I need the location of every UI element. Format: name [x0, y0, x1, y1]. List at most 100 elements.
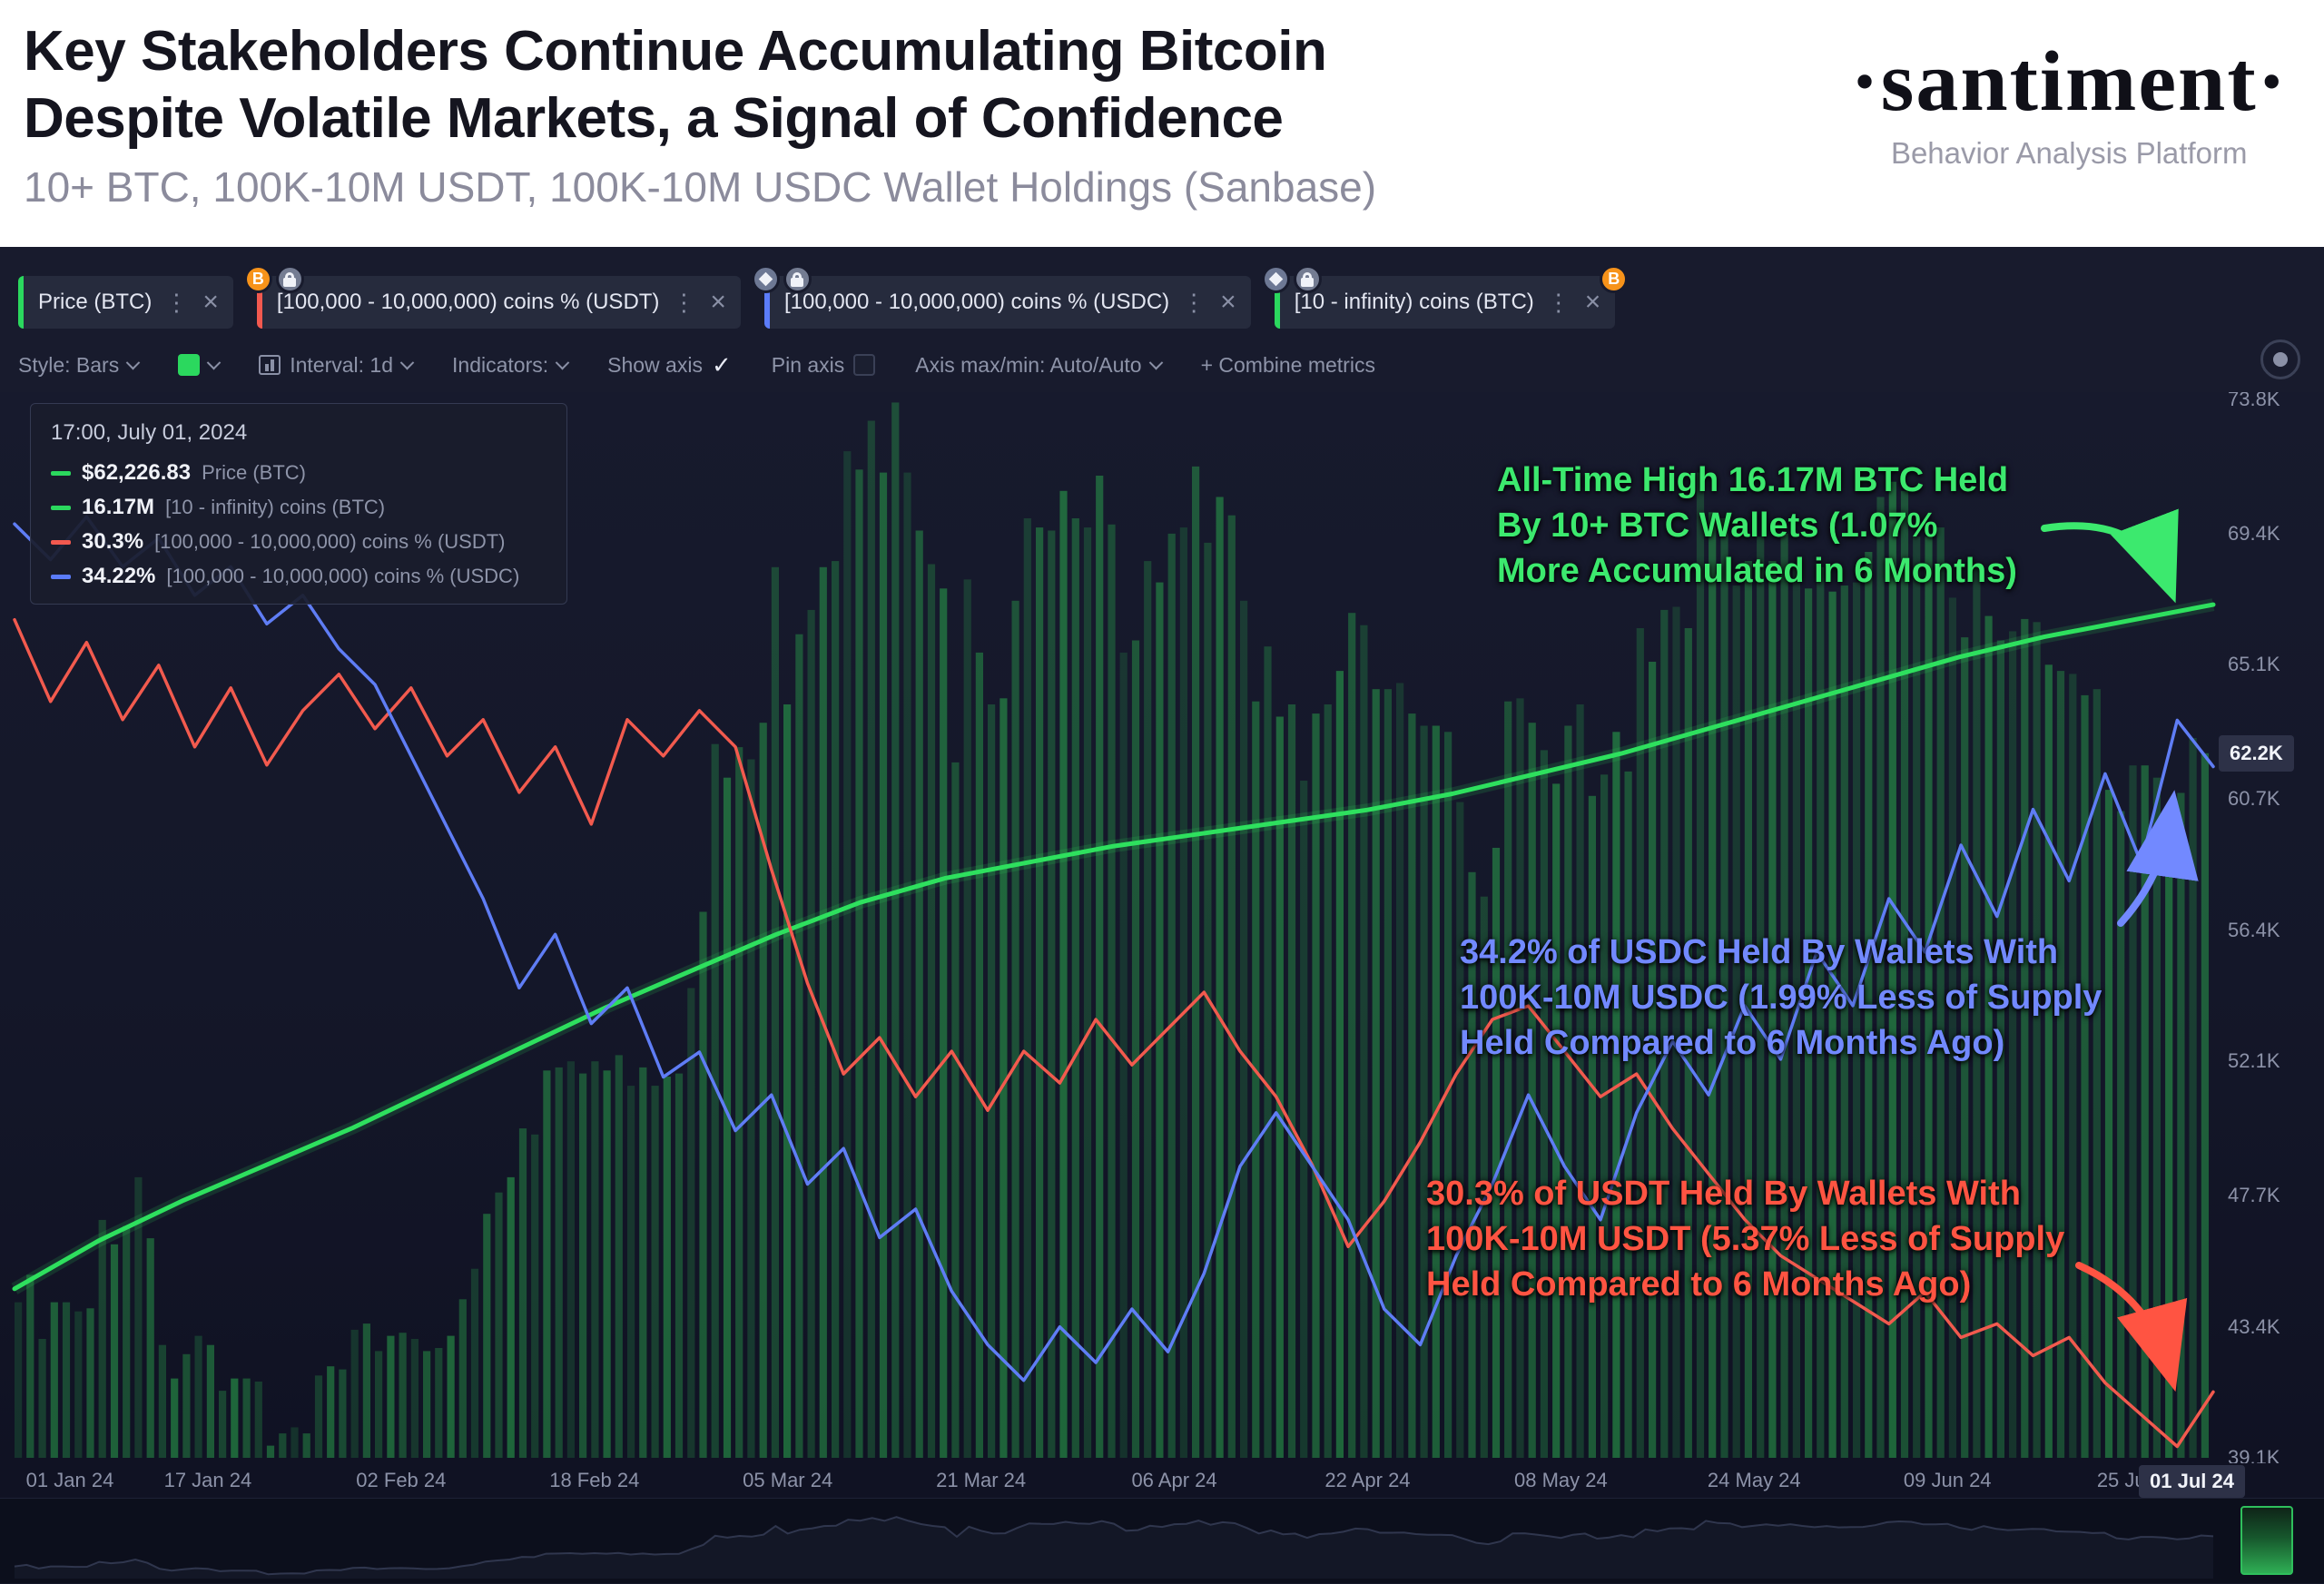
annotation-line: By 10+ BTC Wallets (1.07% — [1497, 507, 1938, 545]
tooltip-label: [100,000 - 10,000,000) coins % (USDC) — [166, 565, 520, 587]
chevron-down-icon — [399, 355, 415, 369]
annotation-line: 30.3% of USDT Held By Wallets With — [1426, 1175, 2021, 1213]
chevron-down-icon — [125, 355, 141, 369]
eth-badge-icon — [1261, 265, 1290, 293]
chart-region[interactable]: 73.8K 69.4K 65.1K 60.7K 56.4K 52.1K 47.7K 43.4K… — [0, 392, 2324, 1463]
tab-label: Price (BTC) — [38, 290, 153, 314]
annotation-ath-btc: All-Time High 16.17M BTC Held By 10+ BTC… — [1497, 457, 2017, 594]
annotation-line: All-Time High 16.17M BTC Held — [1497, 461, 2009, 499]
tab-badges — [751, 265, 812, 293]
brand-tagline: Behavior Analysis Platform — [1890, 136, 2248, 170]
indicators-selector[interactable]: Indicators: — [452, 352, 570, 378]
bitcoin-badge-icon: B — [1600, 265, 1629, 293]
tab-usdt-coins-pct[interactable]: [100,000 - 10,000,000) coins % (USDT) ⋮ … — [256, 276, 741, 329]
annotation-line: 34.2% of USDC Held By Wallets With — [1460, 933, 2059, 971]
record-dot-icon — [2273, 352, 2288, 367]
chart-app: Price (BTC) ⋮ × B [100,000 - 10,000,000)… — [0, 247, 2324, 1583]
chart-thumbnail[interactable] — [2240, 1506, 2293, 1575]
page-subtitle: 10+ BTC, 100K-10M USDT, 100K-10M USDC Wa… — [24, 162, 1377, 211]
close-icon[interactable]: × — [1220, 287, 1236, 317]
tab-group-price-btc: Price (BTC) ⋮ × — [18, 276, 233, 329]
tab-badges: B — [1600, 265, 1629, 293]
header-text: Key Stakeholders Continue Accumulating B… — [24, 18, 1376, 247]
style-selector[interactable]: Style: Bars — [18, 352, 141, 378]
axis-maxmin-selector[interactable]: Axis max/min: Auto/Auto — [915, 352, 1163, 378]
series-dash-icon — [51, 505, 71, 510]
chevron-down-icon — [206, 355, 222, 369]
tooltip-label: Price (BTC) — [202, 461, 307, 484]
tooltip-row: 34.22% [100,000 - 10,000,000) coins % (U… — [51, 564, 547, 589]
chart-navigator[interactable] — [0, 1498, 2324, 1583]
chevron-down-icon — [1148, 355, 1163, 369]
tab-label: [100,000 - 10,000,000) coins % (USDT) — [276, 290, 660, 314]
annotation-line: 100K-10M USDC (1.99% Less of Supply — [1460, 979, 2102, 1017]
tab-price-btc[interactable]: Price (BTC) ⋮ × — [18, 276, 233, 329]
tab-badges — [1261, 265, 1322, 293]
interval-selector[interactable]: Interval: 1d — [259, 352, 415, 378]
tab-usdc-coins-pct[interactable]: [100,000 - 10,000,000) coins % (USDC) ⋮ … — [763, 276, 1251, 329]
checkbox-checked-icon[interactable]: ✓ — [711, 350, 732, 379]
indicators-label: Indicators: — [452, 352, 549, 377]
kebab-menu-icon[interactable]: ⋮ — [1546, 288, 1571, 316]
tooltip-value: $62,226.83 — [82, 460, 192, 485]
color-picker[interactable] — [178, 354, 222, 376]
santiment-logo: ·santiment· — [1850, 34, 2288, 129]
metric-tabbar: Price (BTC) ⋮ × B [100,000 - 10,000,000)… — [0, 247, 2324, 338]
record-button[interactable] — [2260, 339, 2300, 379]
tooltip-label: [10 - infinity) coins (BTC) — [165, 496, 386, 518]
combine-metrics-button[interactable]: + Combine metrics — [1201, 353, 1375, 378]
tooltip-value: 34.22% — [82, 564, 156, 588]
kebab-menu-icon[interactable]: ⋮ — [1182, 288, 1206, 316]
eth-badge-icon — [751, 265, 780, 293]
tooltip-row: 16.17M [10 - infinity) coins (BTC) — [51, 495, 547, 520]
tooltip-value: 30.3% — [82, 529, 144, 554]
series-dash-icon — [51, 539, 71, 545]
chart-tooltip: 17:00, July 01, 2024 $62,226.83 Price (B… — [30, 403, 567, 605]
brand-block: ·santiment· Behavior Analysis Platform — [1850, 18, 2288, 247]
tooltip-row: 30.3% [100,000 - 10,000,000) coins % (US… — [51, 529, 547, 555]
series-dash-icon — [51, 470, 71, 476]
annotation-line: 100K-10M USDT (5.37% Less of Supply — [1426, 1220, 2065, 1258]
series-dash-icon — [51, 574, 71, 579]
tab-badges: B — [243, 265, 304, 293]
lock-icon — [783, 265, 812, 293]
chart-canvas[interactable] — [0, 392, 2324, 1463]
tab-group-btc-holders: B [10 - infinity) coins (BTC) ⋮ × — [1261, 265, 1629, 329]
show-axis-toggle[interactable]: Show axis ✓ — [607, 351, 732, 379]
page-title-line1: Key Stakeholders Continue Accumulating B… — [24, 20, 1327, 83]
chevron-down-icon — [555, 355, 570, 369]
tooltip-row: $62,226.83 Price (BTC) — [51, 460, 547, 486]
close-icon[interactable]: × — [202, 287, 219, 317]
show-axis-label: Show axis — [607, 352, 703, 377]
tooltip-timestamp: 17:00, July 01, 2024 — [51, 420, 248, 445]
current-date-badge: 01 Jul 24 — [2139, 1465, 2245, 1498]
interval-icon — [259, 355, 281, 375]
header: Key Stakeholders Continue Accumulating B… — [0, 0, 2324, 247]
close-icon[interactable]: × — [1584, 287, 1601, 317]
close-icon[interactable]: × — [710, 287, 726, 317]
tooltip-value: 16.17M — [82, 495, 155, 519]
annotation-line: Held Compared to 6 Months Ago) — [1460, 1024, 2005, 1062]
navigator-preview[interactable] — [0, 1499, 2324, 1584]
style-label: Style: Bars — [18, 352, 120, 377]
color-swatch — [178, 354, 201, 376]
pin-axis-label: Pin axis — [771, 352, 845, 377]
lock-icon — [1293, 265, 1322, 293]
kebab-menu-icon[interactable]: ⋮ — [164, 288, 189, 316]
annotation-usdt: 30.3% of USDT Held By Wallets With 100K-… — [1426, 1171, 2064, 1307]
x-axis: 01 Jul 24 01 Jan 24 17 Jan 24 02 Feb 24 18 … — [0, 1463, 2324, 1498]
tab-label: [10 - infinity) coins (BTC) — [1294, 290, 1534, 314]
tab-label: [100,000 - 10,000,000) coins % (USDC) — [783, 290, 1170, 314]
tab-btc-holders[interactable]: [10 - infinity) coins (BTC) ⋮ × — [1274, 276, 1616, 329]
tab-group-usdc: [100,000 - 10,000,000) coins % (USDC) ⋮ … — [751, 265, 1251, 329]
checkbox-unchecked-icon[interactable] — [853, 354, 876, 376]
axis-maxmin-label: Axis max/min: Auto/Auto — [915, 352, 1142, 377]
pin-axis-toggle[interactable]: Pin axis — [772, 353, 876, 378]
annotation-usdc: 34.2% of USDC Held By Wallets With 100K-… — [1460, 930, 2102, 1066]
kebab-menu-icon[interactable]: ⋮ — [672, 288, 696, 316]
lock-icon — [275, 265, 304, 293]
interval-label: Interval: 1d — [290, 352, 394, 377]
current-price-badge: 62.2K — [2219, 734, 2294, 772]
bitcoin-badge-icon: B — [243, 265, 272, 293]
